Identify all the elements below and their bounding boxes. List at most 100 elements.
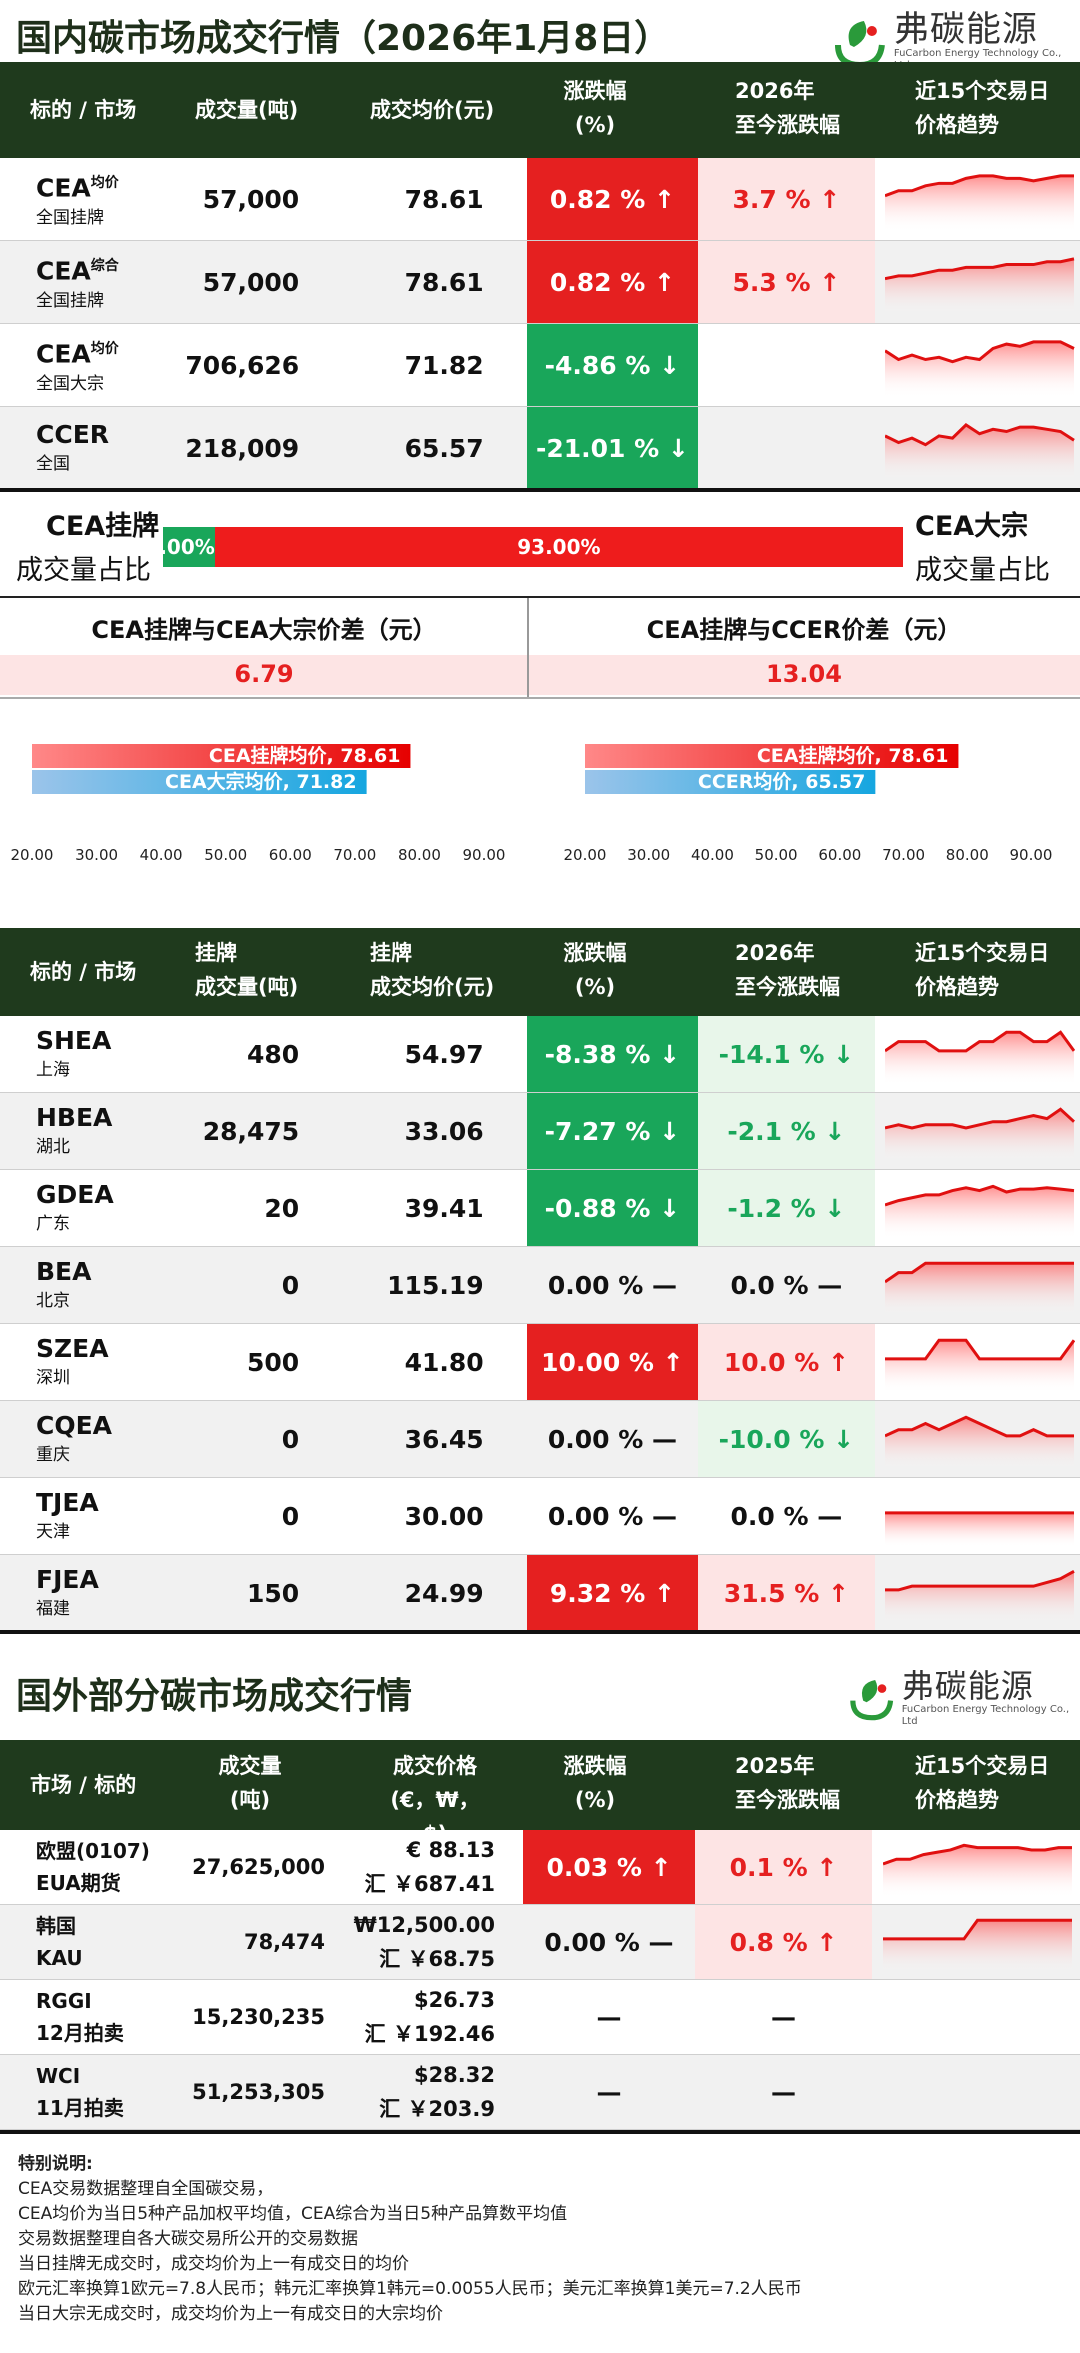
domestic-title: 国内碳市场成交行情（2026年1月8日）	[16, 18, 671, 59]
trend-area	[885, 1032, 1075, 1085]
cell-trend	[881, 324, 1080, 406]
market-instrument: EUA期货	[36, 1871, 121, 1895]
instrument-code: SHEA	[36, 1026, 112, 1055]
cell-change: -8.38 % ↓	[526, 1016, 699, 1092]
market-name: 韩国	[36, 1914, 76, 1938]
cell-ytd: 0.0 % —	[730, 1501, 843, 1531]
cell-volume: 20	[264, 1193, 300, 1223]
table-row: BEA 北京 0 115.19 0.00 % — 0.0 % —	[0, 1247, 1080, 1324]
header-chg: 涨跌幅	[563, 1754, 627, 1778]
table-row: GDEA 广东 20 39.41 -0.88 % ↓ -1.2 % ↓	[0, 1170, 1080, 1247]
axis-tick-label: 50.00	[755, 846, 798, 864]
trend-line	[885, 422, 1076, 447]
note-line: 当日挂牌无成交时，成交均价为上一有成交日的均价	[18, 2254, 409, 2274]
cell-change: —	[596, 2002, 622, 2032]
instrument-code: CCER	[36, 420, 110, 449]
instrument-sup: 均价	[90, 175, 119, 192]
cell-name: CEA综合 全国挂牌	[0, 241, 175, 323]
header-ytd-sub: 至今涨跌幅	[735, 1788, 840, 1812]
trend-sparkline	[883, 2061, 1073, 2123]
trend-area	[885, 424, 1075, 481]
instrument-code: GDEA	[36, 1180, 114, 1209]
cell-name: TJEA 天津	[0, 1478, 175, 1554]
header-volume: 成交量	[218, 1754, 282, 1778]
cell-avg: 78.61	[404, 184, 484, 214]
price-cny: 汇 ￥687.41	[364, 1872, 495, 1896]
cell-name: GDEA 广东	[0, 1170, 175, 1246]
trend-sparkline	[883, 1986, 1073, 2048]
compare-bar-label: CCER均价, 65.57	[698, 770, 865, 793]
cell-ytd: -14.1 % ↓	[698, 1016, 875, 1092]
share-bar-left-segment: 7.00%	[163, 527, 215, 567]
trend-sparkline	[883, 1843, 1072, 1898]
domestic-table-header: 标的 / 市场 成交量(吨) 成交均价(元) 涨跌幅 (%) 2026年 至今涨跌幅…	[0, 62, 1080, 158]
instrument-name: CCER	[36, 419, 109, 451]
header-trend: 近15个交易日	[915, 79, 1050, 103]
cell-ytd: 5.3 % ↑	[698, 241, 875, 323]
cell-volume: 78,474	[243, 1930, 325, 1954]
table-row: HBEA 湖北 28,475 33.06 -7.27 % ↓ -2.1 % ↓	[0, 1093, 1080, 1170]
header-chg-unit: (%)	[574, 113, 616, 137]
cell-trend	[881, 1478, 1080, 1554]
trend-area	[885, 1186, 1075, 1239]
market-instrument: 12月拍卖	[36, 2021, 124, 2045]
logo-subtext: FuCarbon Energy Technology Co., Ltd	[901, 1704, 1070, 1727]
share-left-value: 7.00%	[163, 535, 215, 559]
instrument-name: CEA均价	[36, 167, 119, 204]
header-name: 标的 / 市场	[30, 98, 137, 122]
cell-volume: 480	[247, 1039, 300, 1069]
instrument-sup: 综合	[90, 258, 119, 275]
cell-name: 韩国 KAU	[0, 1905, 175, 1979]
cell-ytd: 0.0 % —	[730, 1270, 843, 1300]
header-volume: 挂牌	[195, 941, 237, 965]
cell-name: CEA均价 全国大宗	[0, 324, 175, 406]
price-cny: 汇 ￥192.46	[364, 2022, 495, 2046]
cell-avg: 54.97	[404, 1039, 484, 1069]
trend-line	[885, 174, 1075, 198]
cell-name: FJEA 福建	[0, 1555, 175, 1631]
spread-left-title: CEA挂牌与CEA大宗价差（元）	[91, 616, 437, 644]
cell-avg: 115.19	[387, 1270, 484, 1300]
cell-trend	[881, 1016, 1080, 1092]
trend-area	[885, 1512, 1075, 1547]
axis-tick-label: 30.00	[627, 846, 670, 864]
compare-bar	[32, 744, 411, 768]
axis-tick-label: 80.00	[946, 846, 989, 864]
note-line: CEA均价为当日5种产品加权平均值，CEA综合为当日5种产品算数平均值	[18, 2204, 568, 2224]
cell-trend	[881, 1170, 1080, 1246]
header-ytd-sub: 至今涨跌幅	[735, 113, 840, 137]
instrument-market: 广东	[36, 1214, 70, 1234]
table-row: CEA均价 全国挂牌 57,000 78.61 0.82 % ↑ 3.7 % ↑	[0, 158, 1080, 241]
header-ytd: 2025年	[735, 1754, 815, 1778]
axis-tick-label: 90.00	[1010, 846, 1053, 864]
cell-volume: 51,253,305	[192, 2080, 325, 2104]
cell-ytd: 0.8 % ↑	[695, 1905, 872, 1979]
cell-avg: 30.00	[404, 1501, 484, 1531]
table-row: SZEA 深圳 500 41.80 10.00 % ↑ 10.0 % ↑	[0, 1324, 1080, 1401]
header-trend-sub: 价格趋势	[915, 975, 999, 999]
cell-trend	[878, 1830, 1078, 1904]
cell-volume: 28,475	[202, 1116, 300, 1146]
cell-volume: 150	[247, 1578, 300, 1608]
instrument-market: 湖北	[36, 1137, 70, 1157]
table-row: 韩国 KAU 78,474 ₩12,500.00 汇 ￥68.75 0.00 % — 0.8…	[0, 1905, 1080, 1980]
header-trend-sub: 价格趋势	[915, 113, 999, 137]
cell-name: BEA 北京	[0, 1247, 175, 1323]
axis-tick-label: 20.00	[11, 846, 54, 864]
spread-left-value: 6.79	[234, 660, 294, 688]
header-chg-unit: (%)	[574, 975, 616, 999]
instrument-sup: 均价	[90, 341, 119, 358]
trend-sparkline	[885, 1511, 1075, 1547]
table-row: TJEA 天津 0 30.00 0.00 % — 0.0 % —	[0, 1478, 1080, 1555]
header-ytd-sub: 至今涨跌幅	[735, 975, 840, 999]
table-row: SHEA 上海 480 54.97 -8.38 % ↓ -14.1 % ↓	[0, 1016, 1080, 1093]
note-line: 交易数据整理自各大碳交易所公开的交易数据	[18, 2229, 358, 2249]
table-row: CCER 全国 218,009 65.57 -21.01 % ↓	[0, 407, 1080, 490]
trend-area	[885, 341, 1075, 398]
logo-secondary: 弗碳能源 FuCarbon Energy Technology Co., Ltd	[846, 1668, 1080, 1728]
notes-title: 特别说明:	[18, 2154, 93, 2174]
cell-change: -0.88 % ↓	[526, 1170, 699, 1246]
trend-area	[885, 1571, 1075, 1624]
instrument-code: HBEA	[36, 1103, 113, 1132]
